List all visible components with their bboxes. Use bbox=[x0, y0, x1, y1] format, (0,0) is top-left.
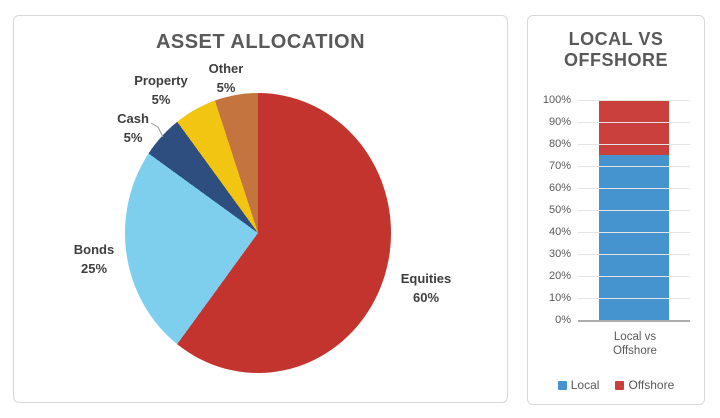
pie-label-bonds: Bonds 25% bbox=[49, 240, 139, 278]
gridline bbox=[578, 298, 690, 299]
y-tick-label: 90% bbox=[548, 116, 571, 128]
pie-label-equities: Equities 60% bbox=[381, 269, 471, 307]
gridline bbox=[578, 100, 690, 101]
cash-leader-line bbox=[150, 122, 164, 138]
gridline bbox=[578, 166, 690, 167]
pie-label-value: 5% bbox=[123, 130, 143, 145]
y-tick-label: 30% bbox=[548, 248, 571, 260]
legend-label: Offshore bbox=[628, 378, 675, 392]
bar-chart-title-line1: LOCAL VS bbox=[568, 29, 664, 49]
pie-label-value: 5% bbox=[151, 92, 171, 107]
gridline bbox=[578, 276, 690, 277]
legend-item-offshore: Offshore bbox=[615, 378, 674, 392]
y-axis-ticks: 100% 90% 80% 70% 60% 50% 40% 30% 20% 10% 0% bbox=[528, 94, 571, 326]
gridline bbox=[578, 210, 690, 211]
gridline bbox=[578, 122, 690, 123]
pie-label-name: Property bbox=[134, 73, 188, 88]
stacked-bar bbox=[599, 100, 669, 320]
bar-plot-area bbox=[578, 100, 690, 322]
y-tick-label: 40% bbox=[548, 226, 571, 238]
x-axis-line bbox=[578, 320, 690, 322]
legend-item-local: Local bbox=[557, 378, 600, 392]
y-tick-label: 80% bbox=[548, 138, 571, 150]
x-axis-category-label: Local vs Offshore bbox=[575, 330, 695, 358]
pie-label-value: 5% bbox=[216, 80, 236, 95]
pie-label-property: Property 5% bbox=[116, 71, 206, 109]
bar-chart-title: LOCAL VS OFFSHORE bbox=[528, 29, 704, 71]
pie-label-other: Other 5% bbox=[181, 59, 271, 97]
pie-chart-title: ASSET ALLOCATION bbox=[155, 31, 366, 53]
pie-label-name: Bonds bbox=[73, 242, 115, 257]
asset-allocation-card: ASSET ALLOCATION Equities 60% Bonds 25% … bbox=[13, 15, 508, 403]
x-label-line2: Offshore bbox=[613, 345, 657, 357]
y-tick-label: 60% bbox=[548, 182, 571, 194]
bar-segment-local bbox=[599, 155, 669, 320]
pie-label-name: Cash bbox=[117, 111, 149, 126]
legend: Local Offshore bbox=[528, 378, 704, 392]
bar-chart-title-line2: OFFSHORE bbox=[563, 50, 668, 70]
legend-swatch-icon bbox=[615, 380, 625, 390]
y-tick-label: 100% bbox=[542, 94, 571, 106]
y-tick-label: 0% bbox=[555, 314, 571, 326]
legend-swatch-icon bbox=[557, 380, 567, 390]
pie-label-cash: Cash 5% bbox=[88, 109, 178, 147]
gridline bbox=[578, 188, 690, 189]
pie-label-value: 25% bbox=[80, 261, 108, 276]
bar-segment-offshore bbox=[599, 100, 669, 155]
y-tick-label: 50% bbox=[548, 204, 571, 216]
pie-graphic bbox=[125, 93, 391, 373]
local-vs-offshore-card: LOCAL VS OFFSHORE 100% 90% 80% 70% 60% 50% 40%… bbox=[527, 15, 705, 405]
gridline bbox=[578, 232, 690, 233]
y-tick-label: 10% bbox=[548, 292, 571, 304]
y-tick-label: 70% bbox=[548, 160, 571, 172]
legend-label: Local bbox=[570, 378, 600, 392]
x-label-line1: Local vs bbox=[613, 331, 657, 343]
gridline bbox=[578, 254, 690, 255]
pie-label-value: 60% bbox=[412, 290, 440, 305]
y-tick-label: 20% bbox=[548, 270, 571, 282]
gridline bbox=[578, 144, 690, 145]
pie-label-name: Equities bbox=[400, 271, 452, 286]
pie-label-name: Other bbox=[208, 61, 244, 76]
